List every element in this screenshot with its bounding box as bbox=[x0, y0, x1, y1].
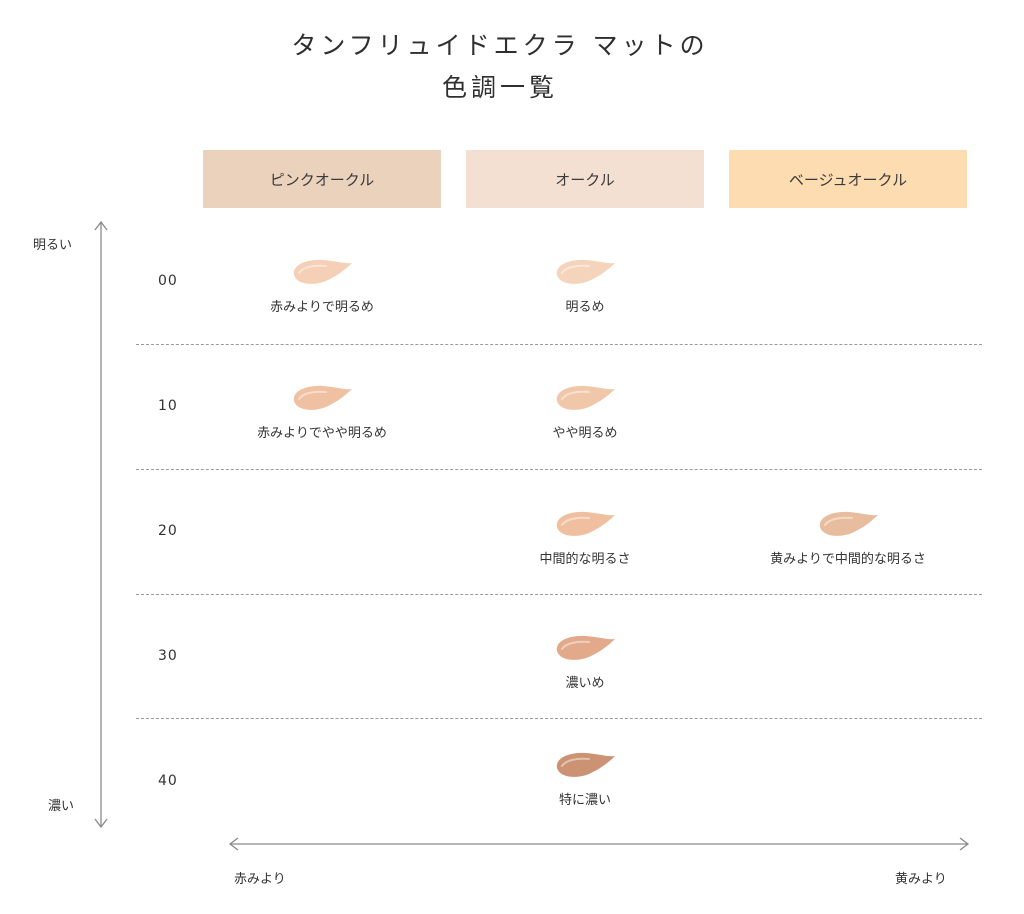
row-number-20: 20 bbox=[158, 523, 178, 539]
foundation-swatch-icon bbox=[556, 752, 615, 777]
shade-cell-ochre-10: やや明るめ bbox=[465, 382, 705, 441]
axis-label-bright: 明るい bbox=[33, 238, 73, 253]
column-header-ochre: オークル bbox=[466, 150, 704, 208]
foundation-swatch-icon bbox=[293, 259, 352, 284]
axis-label-reddish: 赤みより bbox=[234, 872, 286, 887]
row-divider bbox=[136, 469, 982, 470]
column-header-pink-ochre: ピンクオークル bbox=[203, 150, 441, 208]
shade-description: 赤みよりで明るめ bbox=[270, 300, 374, 315]
shade-cell-pink-00: 赤みよりで明るめ bbox=[202, 256, 442, 315]
shade-description: 明るめ bbox=[565, 300, 605, 315]
axis-label-dark: 濃い bbox=[48, 799, 75, 814]
axis-label-yellowish: 黄みより bbox=[895, 872, 947, 887]
shade-description: 赤みよりでやや明るめ bbox=[257, 426, 387, 441]
row-divider bbox=[136, 594, 982, 595]
foundation-swatch-icon bbox=[556, 259, 615, 284]
shade-cell-ochre-40: 特に濃い bbox=[465, 749, 705, 808]
shade-description: 黄みよりで中間的な明るさ bbox=[770, 552, 926, 567]
shade-cell-beige-20: 黄みよりで中間的な明るさ bbox=[728, 508, 968, 567]
foundation-swatch-icon bbox=[556, 385, 615, 410]
foundation-swatch-icon bbox=[556, 635, 615, 660]
shade-cell-ochre-20: 中間的な明るさ bbox=[465, 508, 705, 567]
shade-description: 濃いめ bbox=[565, 676, 605, 691]
foundation-swatch-icon bbox=[819, 511, 878, 536]
column-header-beige-ochre: ベージュオークル bbox=[729, 150, 967, 208]
vertical-axis-arrow bbox=[94, 220, 108, 829]
shade-cell-ochre-00: 明るめ bbox=[465, 256, 705, 315]
row-divider bbox=[136, 344, 982, 345]
horizontal-axis-arrow bbox=[228, 837, 970, 851]
row-number-40: 40 bbox=[158, 773, 178, 789]
shade-cell-ochre-30: 濃いめ bbox=[465, 632, 705, 691]
foundation-swatch-icon bbox=[556, 511, 615, 536]
page-subtitle: 色調一覧 bbox=[441, 73, 558, 102]
row-divider bbox=[136, 718, 982, 719]
shade-description: 中間的な明るさ bbox=[539, 552, 631, 567]
shade-description: 特に濃い bbox=[558, 793, 611, 808]
foundation-swatch-icon bbox=[293, 385, 352, 410]
shade-cell-pink-10: 赤みよりでやや明るめ bbox=[202, 382, 442, 441]
page-title: タンフリュイドエクラ マットの bbox=[291, 31, 709, 60]
row-number-30: 30 bbox=[158, 648, 178, 664]
row-number-00: 00 bbox=[158, 273, 178, 289]
shade-description: やや明るめ bbox=[552, 426, 618, 441]
row-number-10: 10 bbox=[158, 398, 178, 414]
